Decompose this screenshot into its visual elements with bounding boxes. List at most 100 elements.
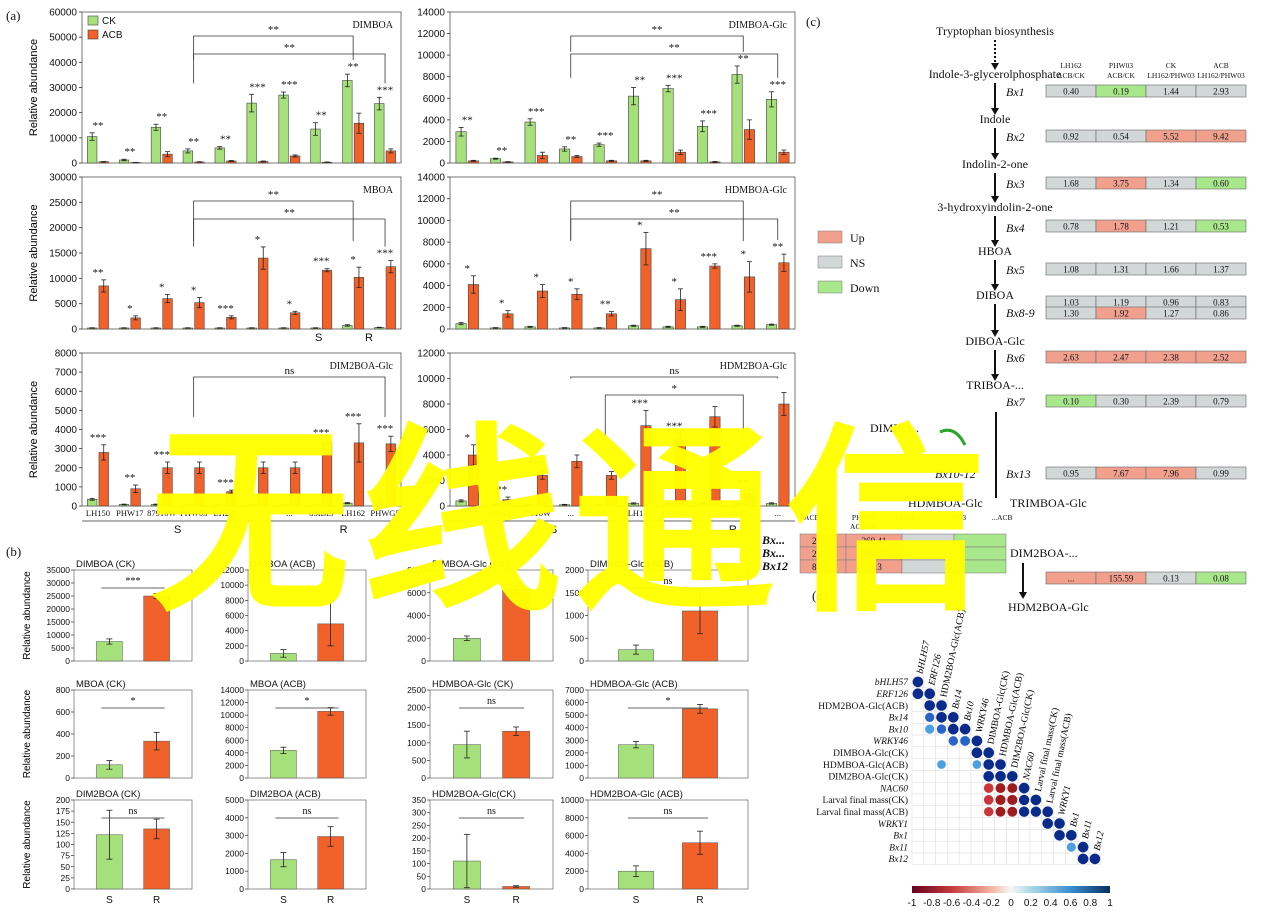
matrix-cell (982, 817, 995, 830)
comparison-bracket (193, 200, 354, 241)
matrix-cell (958, 781, 972, 795)
matrix-cell (935, 852, 948, 866)
expression-value: ... (1068, 574, 1075, 584)
expression-cell (901, 559, 955, 574)
y-tick-label: 0 (71, 502, 77, 513)
significance-stars: ** (92, 120, 103, 132)
matrix-cell (947, 781, 960, 795)
y-tick-label: 350 (412, 795, 426, 805)
correlation-circle (959, 723, 971, 735)
matrix-cell (947, 805, 960, 818)
pathway-compound: HBOA (978, 244, 1012, 258)
chart-b-6: 0 2000 4000 6000 8000 10000 12000 14000 MBOA (AC… (220, 679, 367, 783)
significance-stars: * (465, 432, 471, 444)
plot-frame (449, 11, 796, 164)
colorbar-tick: 0 (1008, 898, 1014, 909)
colorbar-tick: 0.2 (1024, 898, 1038, 909)
pathway-compound: Indole (980, 112, 1011, 126)
y-tick-label: 0 (65, 884, 70, 894)
correlation-circle (1006, 770, 1018, 782)
matrix-cell (1006, 852, 1019, 866)
table-header: ACB (1213, 61, 1228, 70)
significance-stars: ** (124, 472, 135, 484)
pathway-compound: Indole-3-glycerolphosphate (929, 67, 1062, 81)
expression-cell (1195, 350, 1247, 364)
pathway-compound: TRIMBOA-Glc (1010, 496, 1087, 510)
correlation-circle (947, 711, 959, 723)
y-tick-label: 4000 (423, 281, 446, 292)
matrix-cell (935, 817, 948, 830)
chart-b-10: 0 1000 2000 3000 4000 5000 DIM2BOA (ACB) S Rns (225, 789, 367, 906)
matrix-cell (911, 722, 925, 736)
y-tick-label: 175 (56, 806, 70, 816)
x-tick-label: LH150 (86, 508, 110, 518)
significance-stars: * (499, 298, 505, 310)
y-tick-label: 0 (421, 773, 426, 783)
bar-acb (385, 443, 396, 507)
matrix-cell (923, 734, 936, 748)
x-tick-label: 87916W (522, 508, 551, 518)
y-tick-label: 50 (417, 871, 427, 881)
plot-frame (587, 799, 749, 890)
expression-value: 2.63 (1063, 353, 1079, 363)
bar-ck (278, 94, 289, 164)
x-tick-label: PHW03 (180, 508, 207, 518)
expression-value: 1.66 (1163, 265, 1179, 275)
correlation-circle (924, 688, 936, 700)
chart-title: MBOA (363, 185, 394, 196)
legend-a: CK ACB (87, 15, 123, 41)
significance-stars: *** (90, 432, 107, 444)
bar-acb (290, 312, 301, 330)
matrix-cell (947, 852, 960, 866)
expression-value: 0.53 (1213, 222, 1229, 232)
chart-a-5: 0 1000 2000 3000 4000 5000 6000 7000 8000 Relativ… (28, 349, 402, 536)
significance-stars: *** (597, 130, 614, 142)
expression-value: 2.38 (1163, 353, 1179, 363)
correlation-circle (1018, 794, 1030, 806)
y-tick-label: 0 (239, 773, 244, 783)
matrix-cell (970, 817, 984, 830)
matrix-cell (994, 852, 1007, 866)
bar-ck (628, 95, 640, 164)
y-tick-label: 25000 (46, 591, 70, 601)
significance-stars: *** (217, 477, 234, 489)
expression-value: 1.27 (1163, 309, 1179, 319)
y-tick-label: 12000 (417, 194, 445, 205)
gene-label: Bx3 (1006, 177, 1025, 191)
bar-ck (766, 99, 778, 164)
y-tick-label: 8000 (423, 72, 446, 83)
y-tick-label: 0 (439, 159, 445, 170)
gene-label: Bx... (761, 546, 785, 560)
chart-b-3: 0 2000 4000 6000 8000 DIMBOA-Glc (CK) (407, 559, 554, 666)
significance-stars: *** (377, 248, 394, 260)
x-tick-label: LH... (596, 508, 614, 518)
chart-b-1: 0 5000 10000 15000 20000 25000 30000 35000 Relat… (22, 559, 193, 666)
column-label: Bx14 (951, 689, 965, 710)
significance-label: ns (487, 696, 496, 707)
significance-stars: *** (185, 449, 202, 461)
bar-acb (709, 265, 721, 330)
matrix-cell (911, 840, 925, 854)
matrix-cell (935, 746, 948, 759)
matrix-cell (994, 829, 1007, 842)
matrix-cell (958, 805, 972, 818)
y-tick-label: 8000 (225, 723, 244, 733)
expression-value: 0.99 (1213, 469, 1229, 479)
expression-value: 0.79 (1213, 397, 1229, 407)
matrix-cell (1053, 840, 1066, 854)
y-tick-label: 6000 (565, 698, 584, 708)
y-tick-label: 2000 (407, 703, 426, 713)
bracket-label: ** (268, 24, 279, 36)
matrix-cell (1006, 840, 1019, 854)
significance-stars: ** (316, 110, 327, 122)
table-header: ...W03 (946, 513, 966, 522)
significance-stars: ** (738, 53, 749, 65)
chart-title: DIMBOA (CK) (76, 559, 135, 570)
correlation-circle (995, 770, 1006, 782)
bracket-label: ** (284, 207, 295, 219)
y-tick-label: 8000 (565, 813, 584, 823)
expression-value: 2.39 (1163, 397, 1179, 407)
x-tick-label: PHW17 (488, 508, 515, 518)
x-tick-label: R (696, 895, 703, 906)
bracket-label: ** (284, 42, 295, 54)
